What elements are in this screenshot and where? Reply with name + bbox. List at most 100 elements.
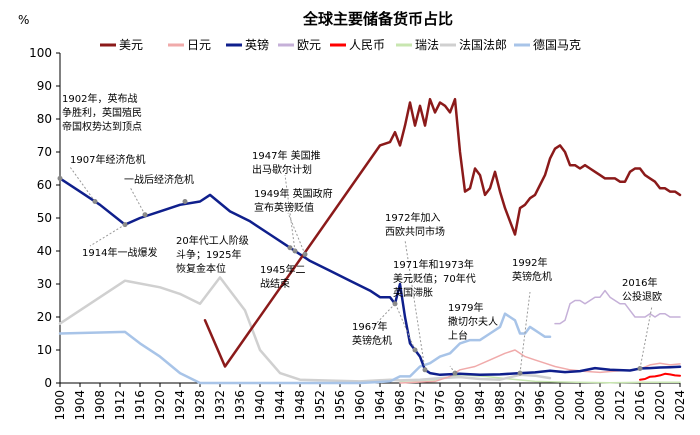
annotation-line: 1945年二 [260, 263, 305, 276]
annotation-line: 一战后经济危机 [124, 173, 194, 186]
x-tick-label: 1984 [473, 390, 487, 421]
annotation-leader [69, 166, 96, 202]
annotation-line: 1972年加入 [385, 211, 440, 224]
annotation-line: 撒切尔夫人 [448, 315, 498, 328]
x-tick-label: 2008 [593, 390, 607, 421]
annotation-text: 1902年，英布战争胜利，英国殖民帝国权势达到顶点 [62, 92, 142, 133]
legend-label: 瑞法 [415, 38, 439, 52]
series-line-德国马克 [58, 312, 552, 385]
annotation-line: 1914年一战爆发 [82, 246, 157, 259]
annotation-line: 1971年和1973年 [393, 258, 474, 271]
x-tick-label: 1980 [453, 390, 467, 421]
x-tick-label: 1956 [333, 390, 347, 421]
x-tick-label: 1992 [513, 390, 527, 421]
annotation-line: 出马歇尔计划 [252, 163, 312, 176]
annotation-line: 帝国权势达到顶点 [62, 120, 142, 133]
annotation-text: 1967年英镑危机 [352, 320, 392, 347]
y-axis: 0 10 20 30 40 50 60 70 80 90 100 [29, 46, 61, 390]
annotation-text: 1992年英镑危机 [512, 256, 552, 283]
annotation-leader [371, 303, 396, 329]
x-tick-label: 2012 [613, 390, 627, 421]
series-line-人民币 [639, 372, 681, 381]
annotation-line: 1902年，英布战 [62, 92, 137, 105]
annotation-line: 宣布英镑贬值 [254, 201, 314, 214]
x-tick-label: 1964 [373, 390, 387, 421]
annotation-line: 英镑危机 [352, 334, 392, 347]
legend-label: 人民币 [349, 38, 385, 52]
annotation-line: 1949年 英国政府 [254, 187, 333, 200]
annotation-text: 1972年加入西欧共同市场 [385, 211, 445, 238]
y-tick-label: 80 [37, 112, 52, 126]
chart-title: 全球主要储备货币占比 [302, 10, 453, 28]
annotations: 1902年，英布战争胜利，英国殖民帝国权势达到顶点 1907年经济危机 1914年一… [57, 92, 662, 376]
annotation-leader [129, 186, 146, 215]
x-tick-label: 2020 [653, 390, 667, 421]
legend-label: 英镑 [245, 37, 269, 52]
x-tick-label: 1928 [193, 390, 207, 421]
x-tick-label: 2024 [673, 390, 687, 421]
y-tick-label: 20 [37, 310, 52, 324]
annotation-text: 1945年二战结束 [260, 263, 305, 290]
x-tick-label: 1988 [493, 390, 507, 421]
series-line-日元 [399, 349, 681, 384]
y-tick-label: 60 [37, 178, 52, 192]
y-tick-label: 70 [37, 145, 52, 159]
x-tick-label: 1920 [153, 390, 167, 421]
x-tick-label: 1948 [293, 390, 307, 421]
annotation-text: 1979年撒切尔夫人上台 [448, 301, 498, 342]
annotation-leader [287, 212, 306, 255]
annotation-line: 1992年 [512, 256, 547, 269]
annotation-text: 1907年经济危机 [70, 153, 145, 166]
annotation-line: 1967年 [352, 320, 387, 333]
x-tick-label: 2004 [573, 390, 587, 421]
x-axis: 1900 1904 1908 1912 1916 1920 1924 1928 1932 1936… [53, 382, 687, 421]
annotation-line: 西欧共同市场 [385, 225, 445, 238]
x-tick-label: 1968 [393, 390, 407, 421]
y-tick-label: 50 [37, 211, 52, 225]
y-axis-unit-label: % [18, 13, 29, 27]
annotation-leader [395, 304, 416, 351]
annotation-line: 美元贬值；70年代 [393, 272, 476, 285]
legend: 美元 日元 英镑 欧元 人民币 瑞法 法国法郎 德国马克 [100, 37, 581, 52]
annotation-line: 斗争；1925年 [176, 248, 241, 261]
x-tick-label: 1904 [73, 390, 87, 421]
annotation-leader [449, 365, 456, 374]
y-tick-label: 0 [44, 376, 52, 390]
y-tick-label: 30 [37, 277, 52, 291]
x-tick-label: 1924 [173, 390, 187, 421]
annotation-leader [89, 224, 126, 247]
x-tick-label: 1944 [273, 390, 287, 421]
legend-label: 欧元 [297, 38, 321, 52]
x-tick-label: 2000 [553, 390, 567, 421]
annotation-line: 上台 [448, 329, 468, 342]
x-tick-label: 1932 [213, 390, 227, 421]
x-tick-label: 1916 [133, 390, 147, 421]
annotation-marker [57, 175, 63, 181]
series-line-英镑 [58, 177, 682, 377]
legend-label: 德国马克 [533, 37, 581, 52]
x-tick-label: 1952 [313, 390, 327, 421]
x-tick-label: 1940 [253, 390, 267, 421]
legend-label: 日元 [187, 38, 211, 52]
y-tick-label: 90 [37, 79, 52, 93]
x-tick-label: 1996 [533, 390, 547, 421]
annotation-marker [287, 245, 293, 251]
annotation-text: 一战后经济危机 [124, 173, 194, 186]
annotation-line: 恢复金本位 [176, 262, 226, 275]
y-tick-label: 10 [37, 343, 52, 357]
annotation-leader [639, 305, 653, 369]
series-line-美元 [203, 97, 682, 368]
x-tick-label: 1912 [113, 390, 127, 421]
annotation-text: 20年代工人阶级斗争；1925年恢复金本位 [176, 234, 249, 275]
x-tick-label: 1976 [433, 390, 447, 421]
annotation-text: 1949年 英国政府宣布英镑贬值 [254, 187, 333, 214]
series-line-法国法郎 [58, 276, 552, 383]
annotation-text: 1947年 美国推出马歇尔计划 [252, 149, 321, 176]
annotation-line: 1979年 [448, 301, 483, 314]
y-tick-label: 100 [29, 46, 52, 60]
annotation-line: 争胜利，英国殖民 [62, 106, 142, 119]
annotation-line: 战结束 [260, 277, 290, 290]
annotation-line: 2016年 [622, 276, 657, 289]
annotation-line: 1947年 美国推 [252, 149, 321, 162]
